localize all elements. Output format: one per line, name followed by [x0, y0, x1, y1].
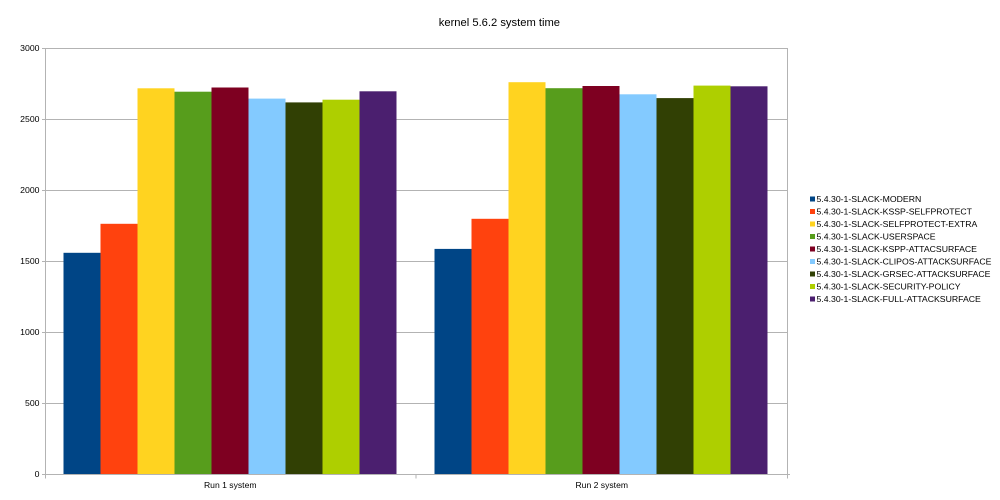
svg-text:5.4.30-1-SLACK-SECURITY-POLICY: 5.4.30-1-SLACK-SECURITY-POLICY [817, 282, 961, 292]
svg-text:kernel 5.6.2 system time: kernel 5.6.2 system time [439, 17, 560, 29]
svg-text:Run 1 system: Run 1 system [204, 480, 257, 490]
svg-text:5.4.30-1-SLACK-SELFPROTECT-EXT: 5.4.30-1-SLACK-SELFPROTECT-EXTRA [817, 219, 978, 229]
svg-text:5.4.30-1-SLACK-KSPP-ATTACSURFA: 5.4.30-1-SLACK-KSPP-ATTACSURFACE [817, 244, 978, 254]
svg-text:5.4.30-1-SLACK-USERSPACE: 5.4.30-1-SLACK-USERSPACE [817, 232, 936, 242]
svg-text:0: 0 [35, 469, 40, 479]
svg-text:5.4.30-1-SLACK-MODERN: 5.4.30-1-SLACK-MODERN [817, 194, 922, 204]
svg-text:1500: 1500 [20, 256, 39, 266]
svg-text:1000: 1000 [20, 327, 39, 337]
svg-text:3000: 3000 [20, 43, 39, 53]
svg-text:5.4.30-1-SLACK-FULL-ATTACKSURF: 5.4.30-1-SLACK-FULL-ATTACKSURFACE [817, 294, 982, 304]
svg-text:5.4.30-1-SLACK-CLIPOS-ATTACKSU: 5.4.30-1-SLACK-CLIPOS-ATTACKSURFACE [817, 257, 992, 267]
svg-text:2500: 2500 [20, 114, 39, 124]
svg-text:Run 2 system: Run 2 system [575, 480, 628, 490]
svg-text:500: 500 [25, 398, 40, 408]
svg-text:2000: 2000 [20, 185, 39, 195]
svg-text:5.4.30-1-SLACK-KSSP-SELFPROTEC: 5.4.30-1-SLACK-KSSP-SELFPROTECT [817, 207, 973, 217]
svg-text:5.4.30-1-SLACK-GRSEC-ATTACKSUR: 5.4.30-1-SLACK-GRSEC-ATTACKSURFACE [817, 269, 991, 279]
